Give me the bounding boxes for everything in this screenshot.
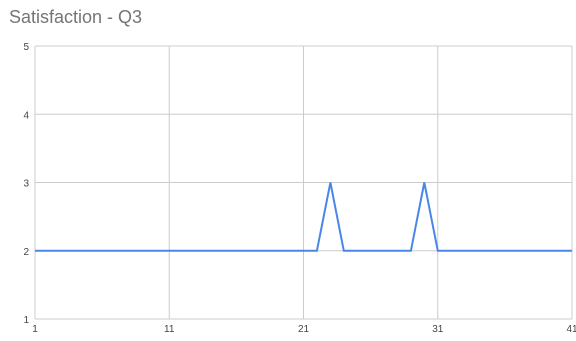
y-tick-label-4: 4 [23, 110, 29, 121]
series-layer [35, 182, 572, 252]
series-line-0 [35, 182, 572, 252]
x-tick-label-1: 1 [32, 324, 38, 335]
x-tick-label-21: 21 [298, 324, 310, 335]
grid-layer [34, 45, 573, 320]
x-tick-label-41: 41 [566, 324, 576, 335]
y-tick-label-1: 1 [23, 315, 29, 326]
chart-title: Satisfaction - Q3 [9, 7, 143, 27]
y-tick-label-2: 2 [23, 247, 29, 258]
x-tick-label-11: 11 [164, 324, 175, 335]
y-tick-label-3: 3 [23, 179, 29, 190]
y-tick-label-5: 5 [23, 42, 29, 53]
x-tick-label-31: 31 [432, 324, 444, 335]
